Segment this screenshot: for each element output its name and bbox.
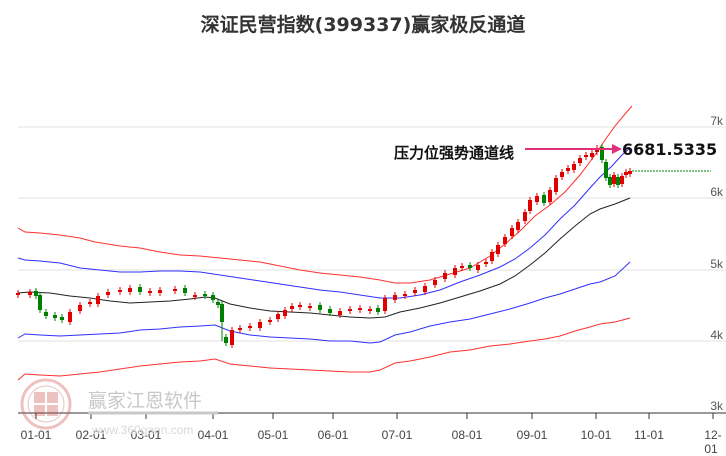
y-tick-4k: 4k: [710, 328, 723, 342]
annotation-arrow-icon: [525, 144, 622, 154]
y-tick-6k: 6k: [710, 185, 723, 199]
x-tick-11-01: 11-01: [634, 428, 664, 442]
x-tick-10-01: 10-01: [580, 428, 612, 442]
x-tick-08-01: 08-01: [451, 428, 483, 442]
x-tick-06-01: 06-01: [317, 428, 349, 442]
x-tick-09-01: 09-01: [516, 428, 548, 442]
outer-upper-band-line: [17, 105, 633, 284]
x-tick-04-01: 04-01: [197, 428, 229, 442]
y-tick-3k: 3k: [710, 399, 723, 413]
watermark-text: 赢家江恩软件: [88, 390, 203, 412]
watermark-url: www.360gann.com: [92, 423, 194, 437]
watermark-seal-icon: [20, 378, 72, 430]
chart-title: 深证民营指数(399337)赢家极反通道: [200, 14, 526, 36]
y-tick-7k: 7k: [710, 114, 723, 128]
x-tick-03-01: 03-01: [130, 428, 162, 442]
inner-lower-band-line: [17, 261, 631, 344]
outer-lower-band-line: [17, 317, 631, 381]
inner-upper-band-line: [17, 147, 631, 299]
y-tick-5k: 5k: [710, 257, 723, 271]
candlestick-series: [16, 144, 632, 348]
pressure-channel-value: 6681.5335: [622, 140, 718, 159]
pressure-channel-label: 压力位强势通道线: [394, 144, 515, 162]
x-tick-12-01: 12-01: [704, 428, 722, 456]
x-tick-02-01: 02-01: [75, 428, 107, 442]
x-tick-07-01: 07-01: [381, 428, 413, 442]
gridlines: [18, 126, 726, 342]
x-tick-01-01: 01-01: [20, 428, 52, 442]
x-tick-05-01: 05-01: [257, 428, 289, 442]
